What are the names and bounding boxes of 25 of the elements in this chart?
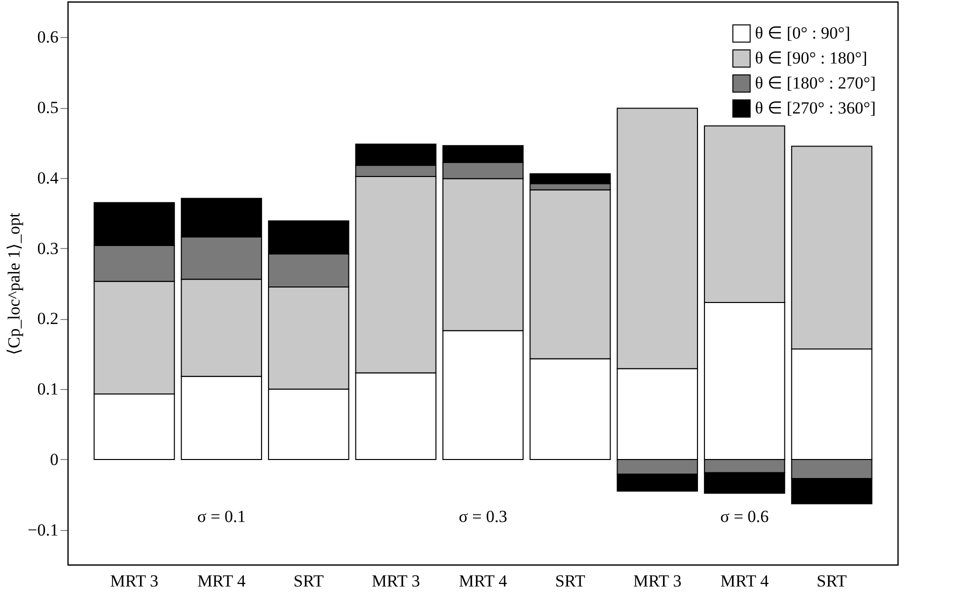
y-tick-label: 0.6 [37,28,58,47]
x-tick-label: MRT 3 [633,572,682,590]
x-tick-label: SRT [294,572,324,590]
y-tick-label: 0.4 [37,168,59,188]
y-axis-title: ⟨Cp_loc^pale 1⟩_opt [4,212,24,356]
x-tick-label: SRT [816,572,848,590]
annotation: σ = 0.3 [458,507,508,526]
x-tick-label: MRT 4 [720,572,770,590]
legend-label: θ ∈ [270° : 360°] [755,98,876,118]
legend-label: θ ∈ [90° : 180°] [755,48,868,68]
y-tick-label: 0 [50,450,58,469]
legend-label: θ ∈ [180° : 270°] [755,74,876,92]
y-tick-label: 0.1 [37,380,58,399]
annotation: σ = 0.1 [197,507,246,526]
x-tick-label: MRT 4 [197,572,246,590]
x-tick-label: MRT 4 [458,572,508,590]
y-tick-label: 0.3 [37,238,58,258]
x-tick-label: MRT 3 [110,572,158,590]
x-tick-label: MRT 3 [372,572,420,590]
legend-label: θ ∈ [0° : 90°] [755,24,850,42]
x-tick-label: SRT [555,572,586,590]
y-tick-label: −0.1 [28,520,58,540]
y-tick-label: 0.5 [37,98,58,118]
y-tick-label: 0.2 [37,309,58,328]
annotation: σ = 0.6 [720,507,769,526]
